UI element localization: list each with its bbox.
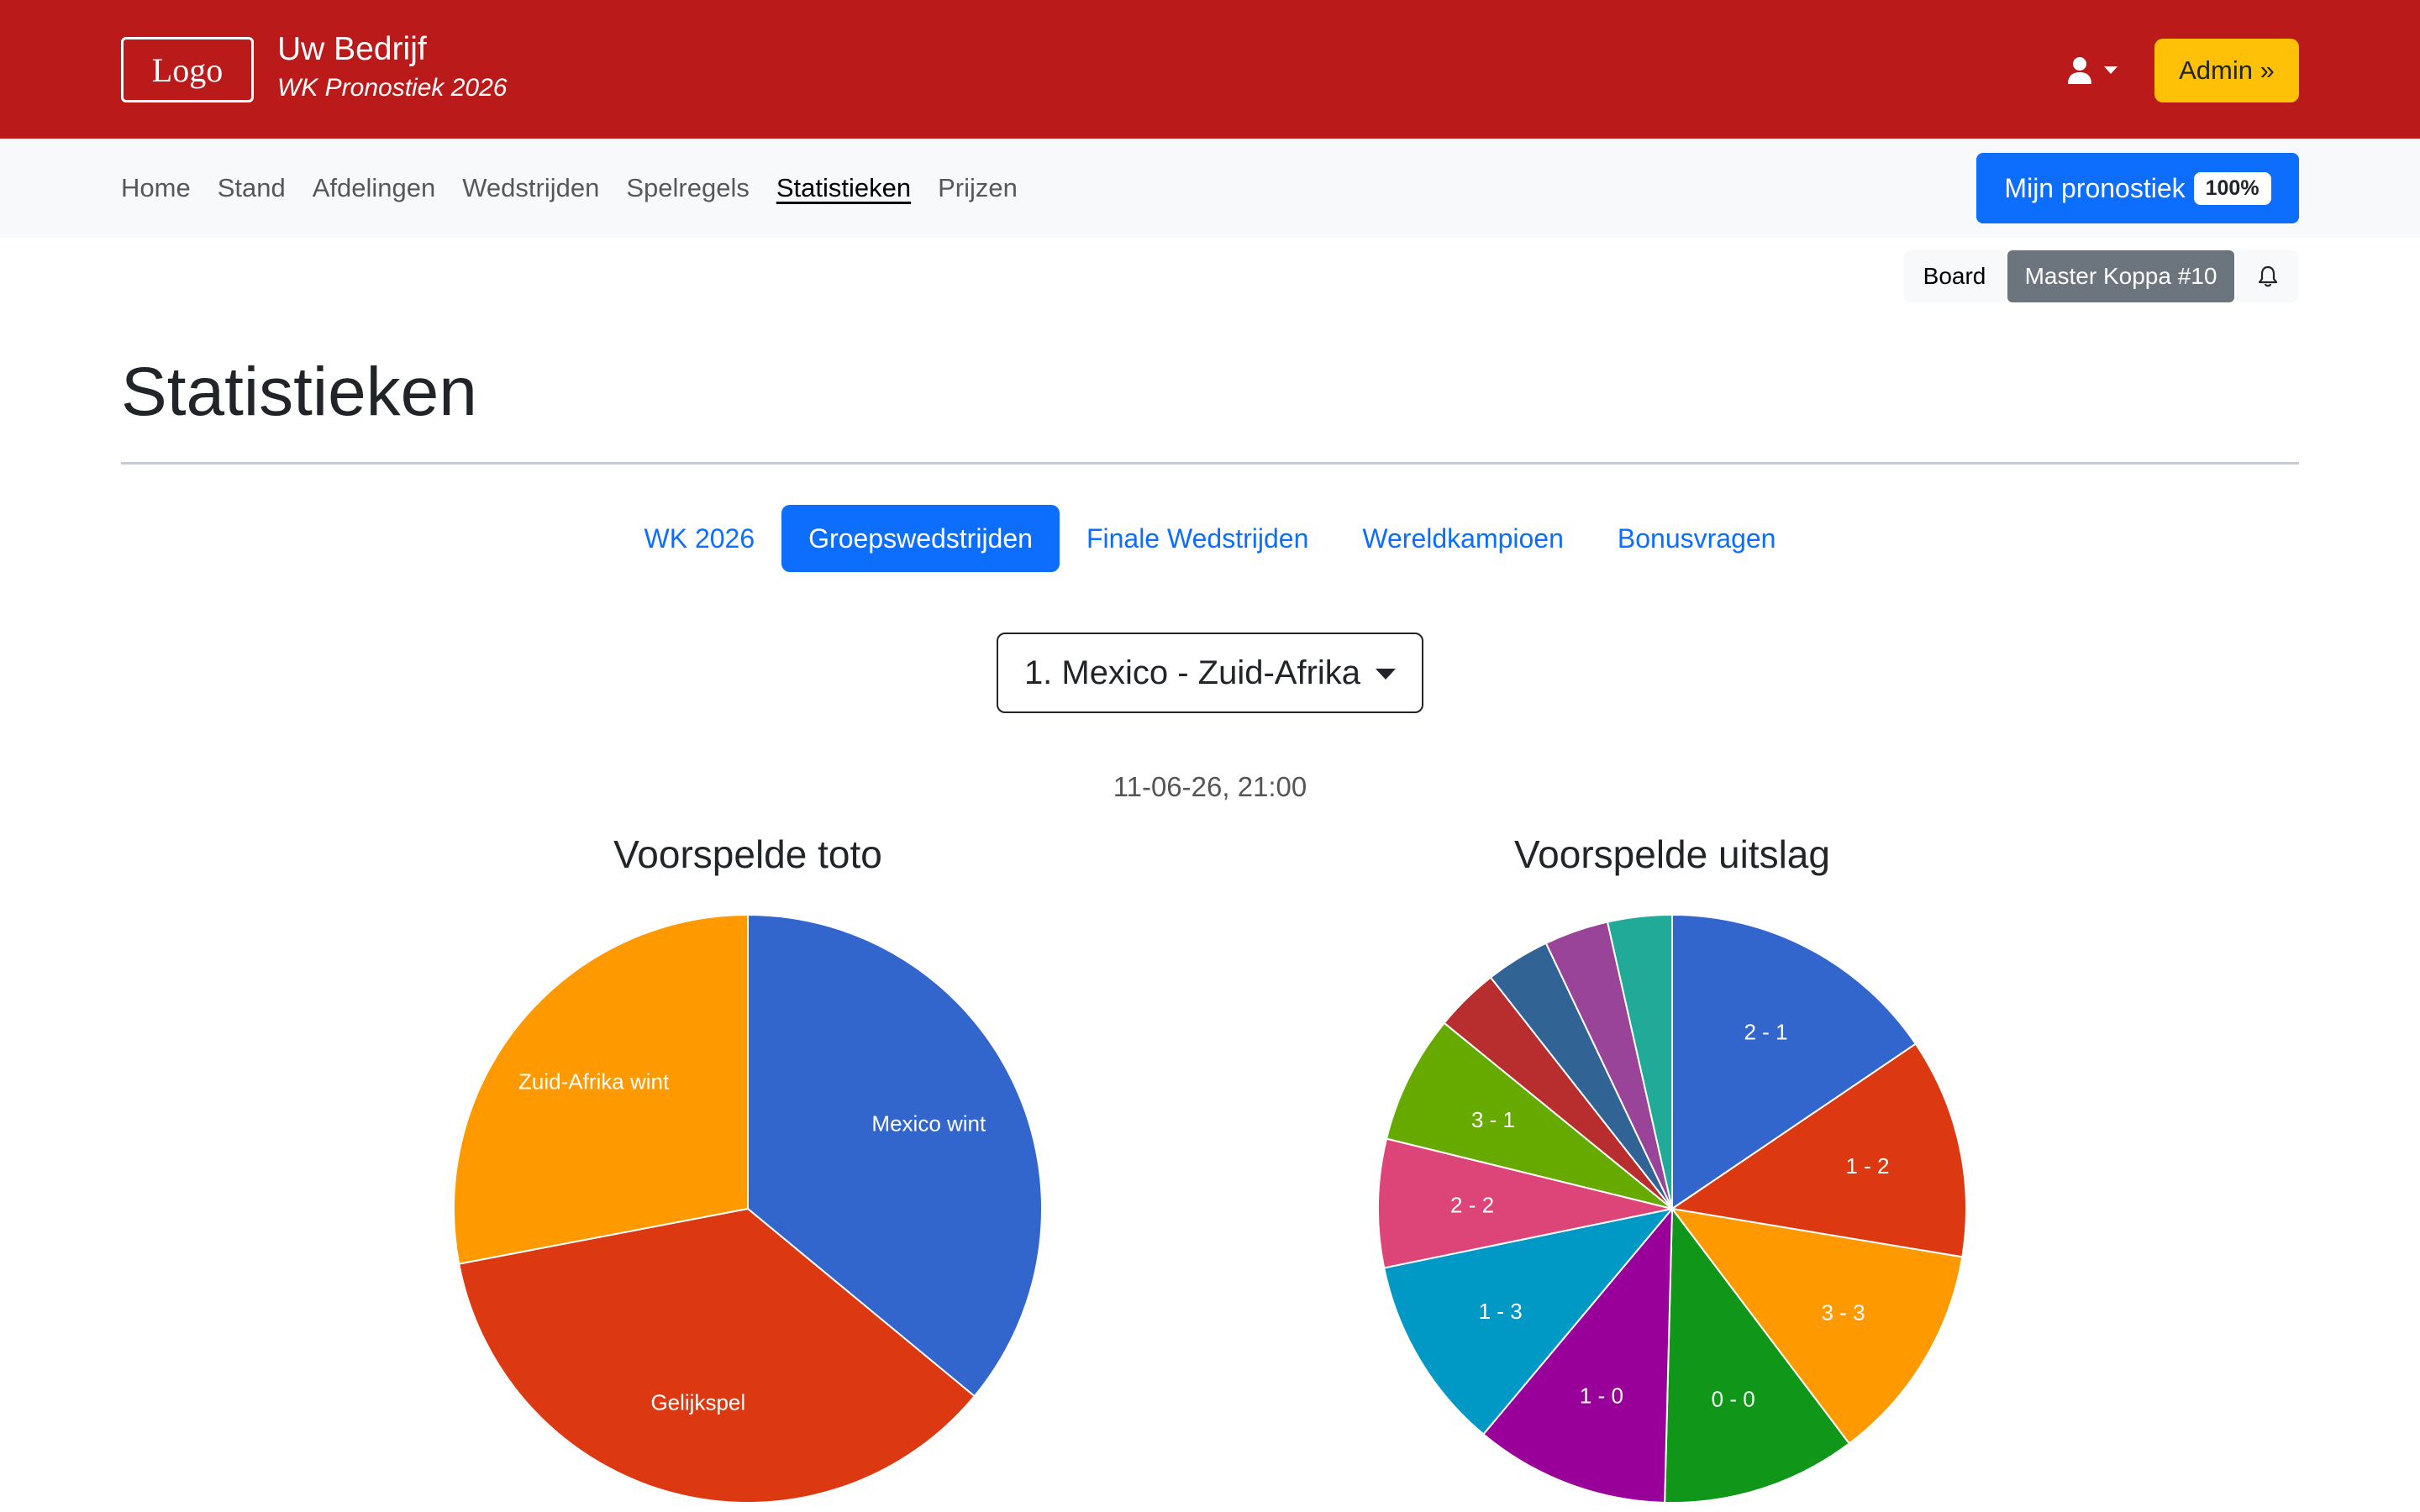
site-header: Logo Uw Bedrijf WK Pronostiek 2026 Admin… [0, 0, 2420, 139]
bell-icon [2258, 265, 2278, 287]
tab-bonusvragen[interactable]: Bonusvragen [1617, 522, 1776, 554]
pie-slice[interactable] [1382, 1207, 1675, 1436]
board-button[interactable]: Board [1904, 250, 2005, 302]
mijn-pronostiek-button[interactable]: Mijn pronostiek 100% [1976, 153, 2299, 223]
caret-down-icon [1376, 668, 1397, 680]
nav-link-spelregels[interactable]: Spelregels [626, 173, 750, 202]
pie-slice[interactable] [747, 913, 1043, 1398]
pie-slice[interactable] [1671, 913, 1918, 1210]
pie-slice[interactable] [453, 913, 749, 1265]
app-subtitle: WK Pronostiek 2026 [277, 74, 508, 102]
logo[interactable]: Logo [121, 37, 254, 102]
pie-slice[interactable] [1377, 1137, 1673, 1269]
company-name: Uw Bedrijf [277, 31, 427, 67]
chart-title-toto: Voorspelde toto [613, 832, 882, 876]
pie-slice[interactable] [1606, 913, 1673, 1210]
nav-link-afdelingen[interactable]: Afdelingen [312, 173, 436, 202]
pie-slice[interactable] [1664, 1206, 1851, 1504]
tab-wk-2026[interactable]: WK 2026 [644, 522, 755, 554]
match-select-value: 1. Mexico - Zuid-Afrika [1023, 654, 1361, 691]
chevron-down-icon [2104, 66, 2118, 74]
chart-title-uitslag: Voorspelde uitslag [1514, 832, 1830, 876]
match-datetime: 11-06-26, 21:00 [1113, 771, 1307, 802]
master-koppa-button[interactable]: Master Koppa #10 [2007, 250, 2234, 302]
pie-slice[interactable] [1385, 1021, 1673, 1210]
stat-tabs: WK 2026 Groepswedstrijden Finale Wedstrijd… [0, 505, 2420, 572]
tab-groepswedstrijden[interactable]: Groepswedstrijden [781, 505, 1060, 572]
tab-finale-wedstrijden[interactable]: Finale Wedstrijden [1086, 522, 1309, 554]
page-title: Statistieken [121, 354, 477, 430]
nav-link-home[interactable]: Home [121, 173, 191, 202]
admin-button[interactable]: Admin » [2154, 39, 2299, 102]
divider [121, 462, 2299, 465]
nav-link-stand[interactable]: Stand [217, 173, 286, 202]
pie-slice[interactable] [1670, 1207, 1964, 1445]
pie-slice[interactable] [1670, 1042, 1967, 1258]
pie-slice[interactable] [458, 1207, 976, 1504]
nav-link-wedstrijden[interactable]: Wedstrijden [462, 173, 600, 202]
nav-link-statistieken[interactable]: Statistieken [776, 173, 912, 202]
pie-slice[interactable] [1481, 1206, 1674, 1504]
match-select[interactable]: 1. Mexico - Zuid-Afrika [997, 633, 1423, 713]
tab-wereldkampioen[interactable]: Wereldkampioen [1362, 522, 1564, 554]
user-icon [2068, 57, 2091, 84]
nav-link-prijzen[interactable]: Prijzen [938, 173, 1018, 202]
mijn-pronostiek-label: Mijn pronostiek [2004, 172, 2186, 203]
user-menu-toggle[interactable] [2067, 52, 2128, 89]
nav-links: Home Stand Afdelingen Wedstrijden Spelregels… [121, 139, 1018, 238]
notifications-button[interactable] [2237, 250, 2299, 302]
completion-badge: 100% [2193, 171, 2271, 205]
